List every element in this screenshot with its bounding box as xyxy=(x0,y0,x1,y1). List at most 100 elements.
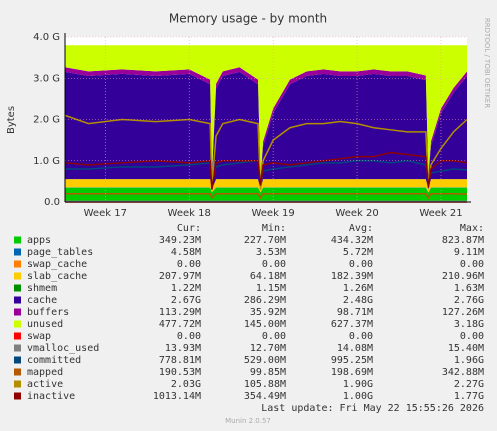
version: Munin 2.0.57 xyxy=(225,417,271,425)
legend-label: active xyxy=(27,379,63,390)
stat-value: 627.37M xyxy=(331,319,373,330)
stat-value: 0.00 xyxy=(349,331,373,342)
stat-value: 113.29M xyxy=(159,307,201,318)
legend-label: vmalloc_used xyxy=(27,343,99,354)
legend-swatch xyxy=(14,296,21,304)
line xyxy=(64,151,468,190)
area xyxy=(65,187,467,202)
stat-value: 2.03G xyxy=(171,379,201,390)
stat-value: 182.39M xyxy=(331,271,373,282)
stat-value: 0.00 xyxy=(460,331,484,342)
x-tick-label: Week 21 xyxy=(419,208,462,219)
stat-value: 105.88M xyxy=(244,379,286,390)
x-tick-label: Week 17 xyxy=(84,208,127,219)
legend-swatch xyxy=(14,332,21,340)
legend-label: inactive xyxy=(27,391,75,402)
y-tick-label: 0.0 xyxy=(44,197,60,208)
legend-swatch xyxy=(14,356,21,364)
legend-swatch xyxy=(14,368,21,376)
stat-value: 0.00 xyxy=(262,259,286,270)
legend-swatch xyxy=(14,248,21,256)
legend-swatch xyxy=(14,260,21,268)
stats-header: Max: xyxy=(460,223,484,234)
stat-value: 198.69M xyxy=(331,367,373,378)
legend-label: committed xyxy=(27,355,81,366)
x-tick-label: Week 20 xyxy=(335,208,378,219)
stat-value: 0.00 xyxy=(177,259,201,270)
line xyxy=(65,193,468,200)
area xyxy=(65,71,467,190)
legend-label: shmem xyxy=(27,283,57,294)
legend-swatch xyxy=(14,380,21,388)
stat-value: 190.53M xyxy=(159,367,201,378)
legend-label: buffers xyxy=(27,307,69,318)
stat-value: 0.00 xyxy=(177,331,201,342)
stat-value: 2.27G xyxy=(454,379,484,390)
stat-value: 14.08M xyxy=(337,343,373,354)
stat-value: 342.88M xyxy=(442,367,484,378)
stat-value: 207.97M xyxy=(159,271,201,282)
footer: Last update: Fri May 22 15:55:26 2026 xyxy=(261,403,484,414)
stat-value: 1.26M xyxy=(343,283,373,294)
stat-value: 1013.14M xyxy=(153,391,201,402)
stat-value: 35.92M xyxy=(250,307,286,318)
stat-value: 995.25M xyxy=(331,355,373,366)
y-tick-label: 2.0 G xyxy=(33,115,60,126)
stat-value: 15.40M xyxy=(448,343,484,354)
legend-swatch xyxy=(14,308,21,316)
stats-header: Avg: xyxy=(349,223,373,234)
y-tick-label: 4.0 G xyxy=(33,32,60,43)
legend-label: swap xyxy=(27,331,51,342)
stat-value: 99.85M xyxy=(250,367,286,378)
side-text: RRDTOOL / TOBI OETIKER xyxy=(483,18,491,108)
legend-swatch xyxy=(14,320,21,328)
legend-label: slab_cache xyxy=(27,271,87,282)
stat-value: 0.00 xyxy=(262,331,286,342)
stats-header: Cur: xyxy=(177,223,201,234)
chart-title: Memory usage - by month xyxy=(169,12,327,26)
legend-swatch xyxy=(14,392,21,400)
stat-value: 210.96M xyxy=(442,271,484,282)
stat-value: 354.49M xyxy=(244,391,286,402)
area xyxy=(65,179,467,193)
stat-value: 1.22M xyxy=(171,283,201,294)
legend-swatch xyxy=(14,236,21,244)
stat-value: 5.72M xyxy=(343,247,373,258)
stat-value: 823.87M xyxy=(442,235,484,246)
stat-value: 9.11M xyxy=(454,247,484,258)
stat-value: 64.18M xyxy=(250,271,286,282)
x-tick-label: Week 19 xyxy=(251,208,294,219)
stat-value: 1.00G xyxy=(343,391,373,402)
legend-label: unused xyxy=(27,319,63,330)
stat-value: 477.72M xyxy=(159,319,201,330)
stat-value: 2.76G xyxy=(454,295,484,306)
stat-value: 0.00 xyxy=(349,259,373,270)
plot xyxy=(64,45,468,203)
stat-value: 1.63M xyxy=(454,283,484,294)
legend-label: swap_cache xyxy=(27,259,87,270)
legend-swatch xyxy=(14,272,21,280)
stat-value: 529.00M xyxy=(244,355,286,366)
stat-value: 1.15M xyxy=(256,283,286,294)
stat-value: 1.96G xyxy=(454,355,484,366)
legend-swatch xyxy=(14,344,21,352)
legend-swatch xyxy=(14,284,21,292)
stat-value: 3.53M xyxy=(256,247,286,258)
stat-value: 12.70M xyxy=(250,343,286,354)
y-tick-label: 1.0 G xyxy=(33,156,60,167)
stats-header: Min: xyxy=(262,223,286,234)
stat-value: 13.93M xyxy=(165,343,201,354)
area xyxy=(65,45,467,178)
stat-value: 3.18G xyxy=(454,319,484,330)
stat-value: 98.71M xyxy=(337,307,373,318)
stat-value: 286.29M xyxy=(244,295,286,306)
stat-value: 349.23M xyxy=(159,235,201,246)
y-tick-label: 3.0 G xyxy=(33,73,60,84)
legend-label: mapped xyxy=(27,367,63,378)
legend-label: page_tables xyxy=(27,247,93,258)
stat-value: 0.00 xyxy=(460,259,484,270)
x-tick-label: Week 18 xyxy=(168,208,211,219)
legend-label: cache xyxy=(27,295,57,306)
stat-value: 778.81M xyxy=(159,355,201,366)
